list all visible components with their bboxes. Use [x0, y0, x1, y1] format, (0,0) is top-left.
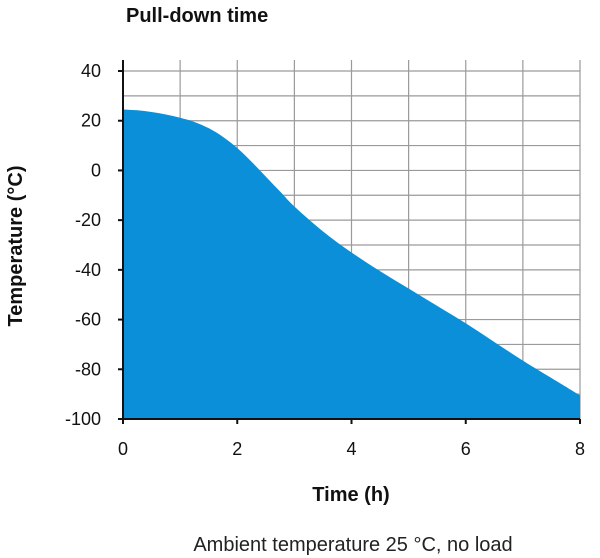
y-tick-labels: 40 20 0 -20 -40 -60 -80 -100: [65, 61, 101, 429]
y-tick-label: 20: [81, 111, 101, 131]
temperature-area: [123, 109, 580, 420]
chart-caption: Ambient temperature 25 °C, no load: [193, 534, 512, 556]
x-tick-labels: 0 2 4 6 8: [118, 439, 585, 459]
y-axis-label: Temperature (°C): [5, 166, 27, 327]
x-tick-label: 2: [232, 439, 242, 459]
y-tick-label: 0: [91, 160, 101, 180]
x-tick-label: 8: [575, 439, 585, 459]
x-tick-label: 6: [461, 439, 471, 459]
y-tick-label: 40: [81, 61, 101, 81]
y-tick-label: -80: [75, 359, 101, 379]
y-tick-label: -60: [75, 310, 101, 330]
x-axis-label: Time (h): [312, 484, 389, 506]
x-tick-label: 4: [346, 439, 356, 459]
y-tick-label: -20: [75, 210, 101, 230]
chart-title: Pull-down time: [126, 5, 268, 27]
axes: [118, 60, 581, 424]
x-tick-label: 0: [118, 439, 128, 459]
y-tick-label: -40: [75, 260, 101, 280]
y-tick-label: -100: [65, 409, 101, 429]
